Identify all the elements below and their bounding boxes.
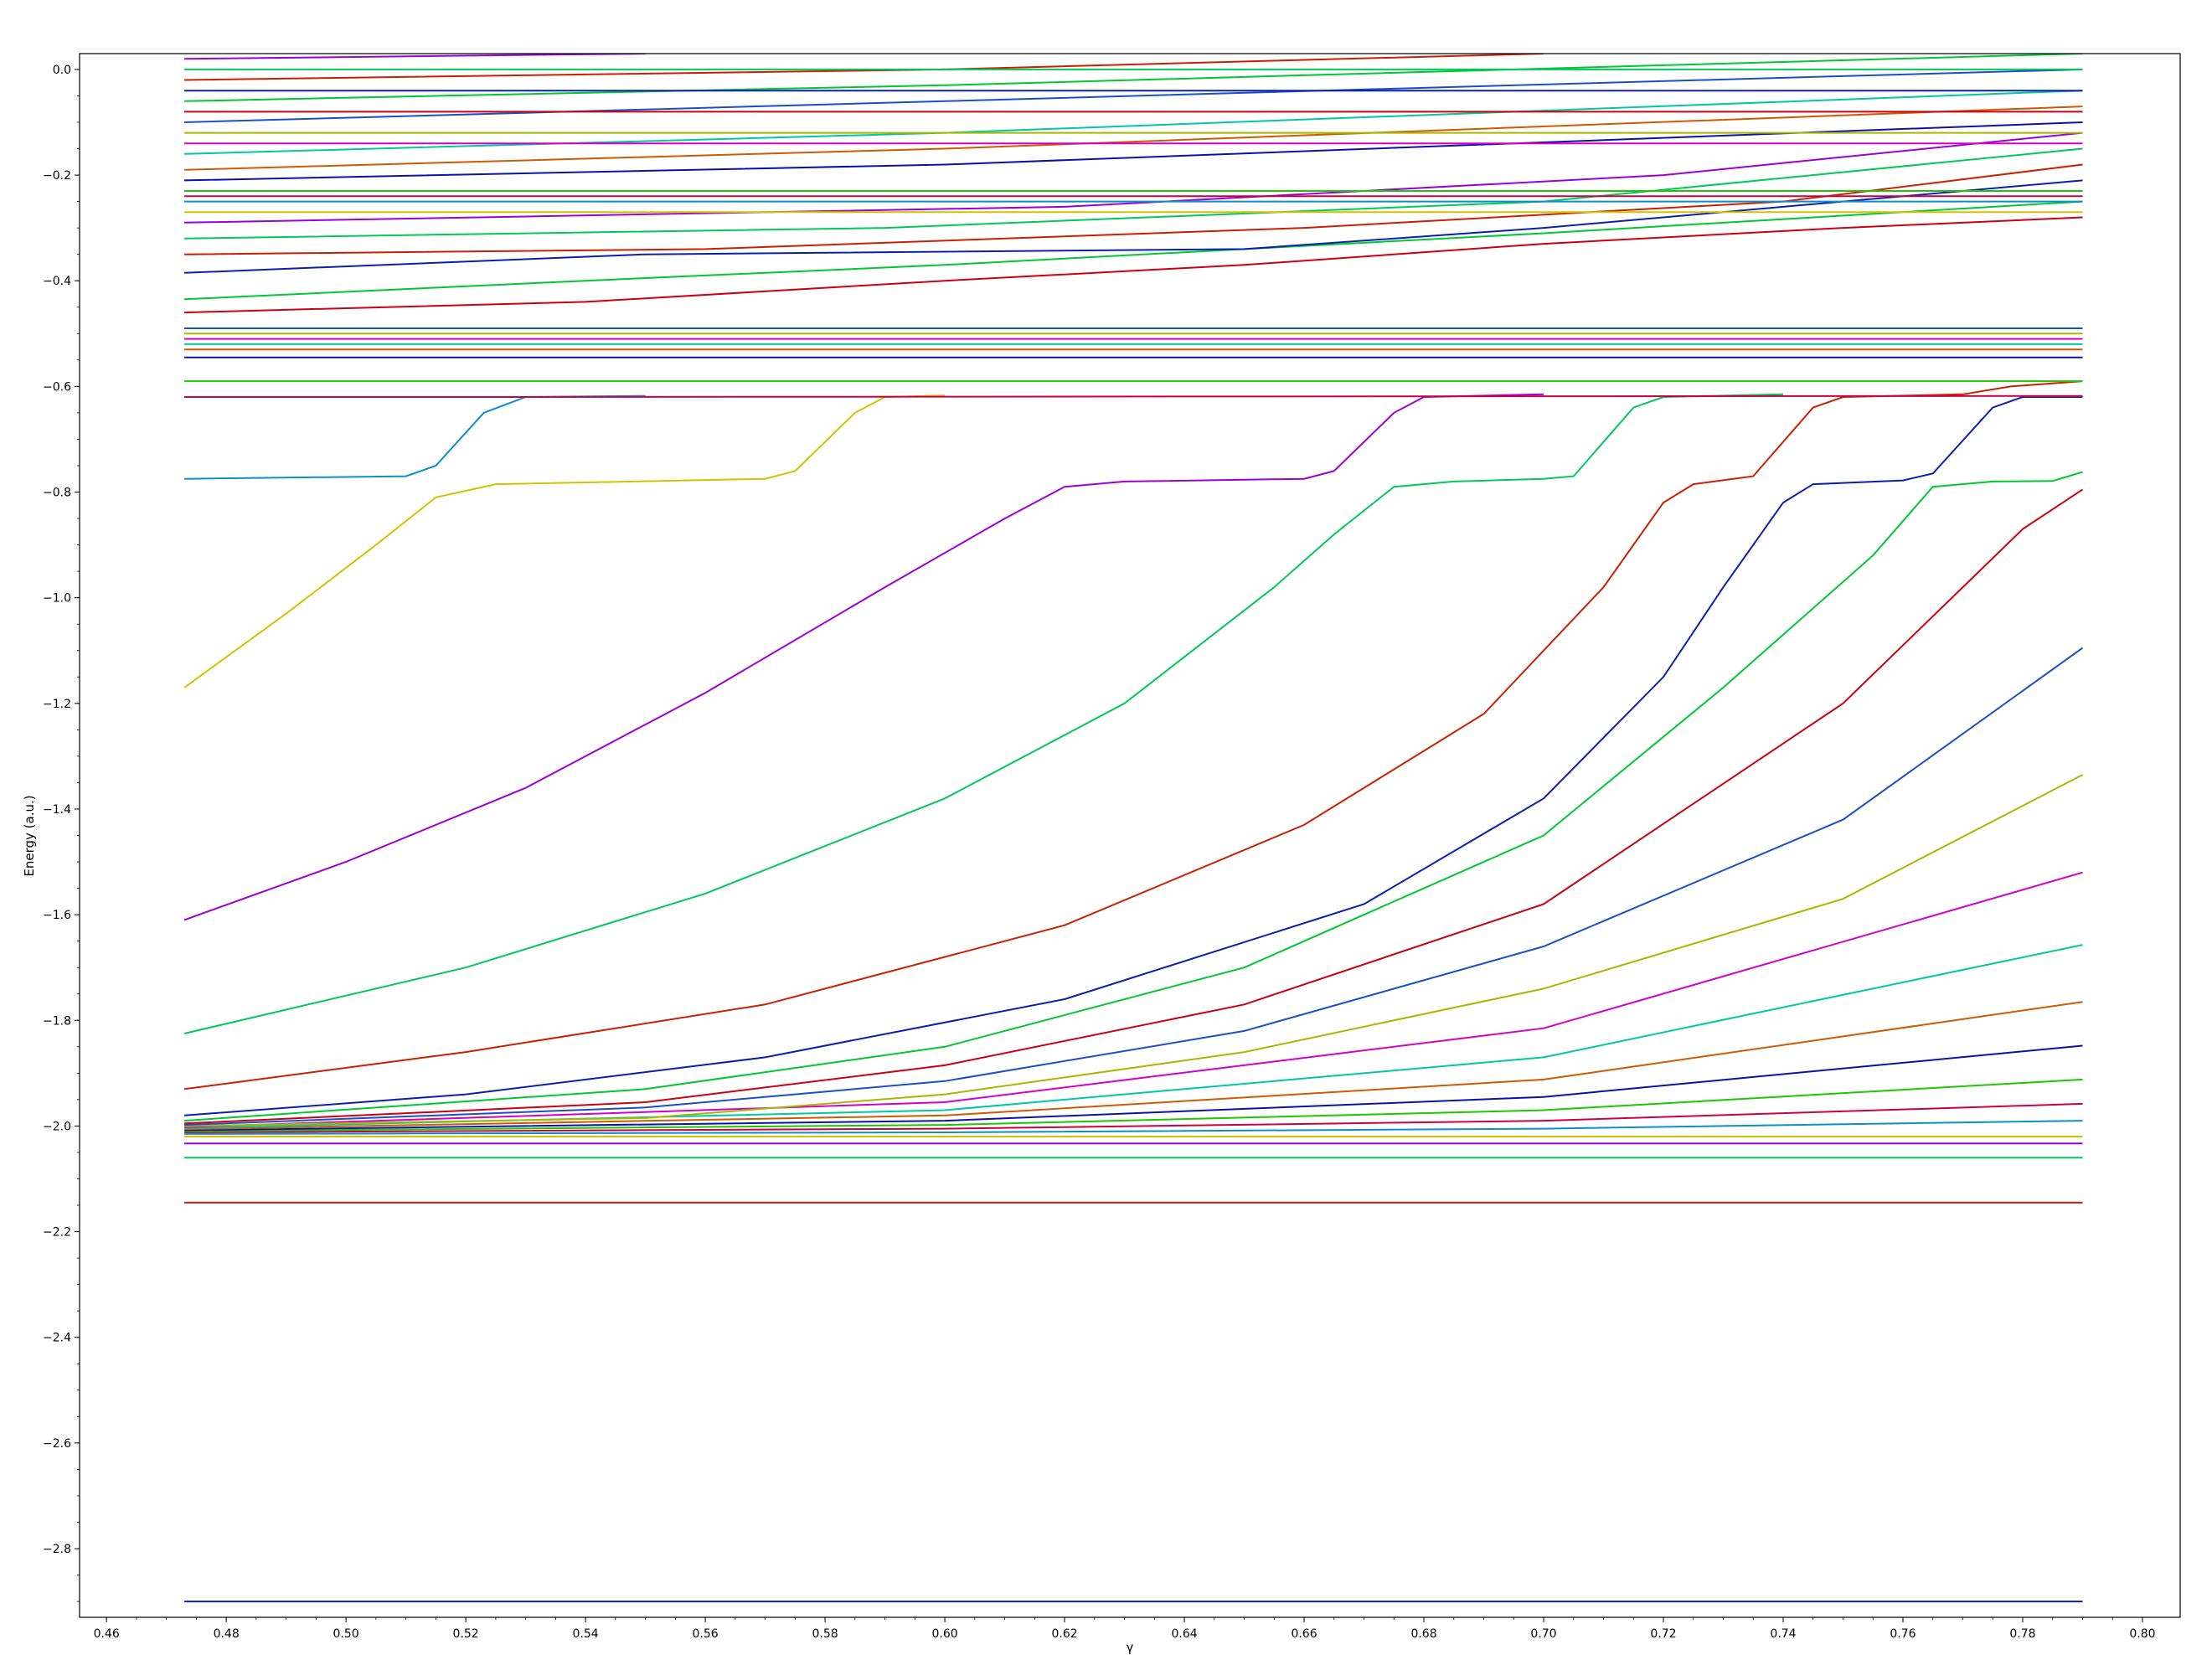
series-line-45 (184, 68, 2083, 123)
series-line-51 (184, 54, 646, 60)
series-line-15 (184, 471, 2083, 1122)
y-tick-label: −0.8 (43, 487, 71, 500)
series-line-31 (184, 200, 2083, 301)
x-tick-label: 0.78 (2009, 1627, 2035, 1641)
y-tick-label: 0.0 (53, 64, 71, 77)
y-axis: 0.0 −0.2 −0.4 −0.6 −0.8 −1.0 −1.2 −1.4 −1.6 −1.8 −… (43, 64, 80, 1602)
y-tick-label: −0.6 (43, 380, 71, 394)
series-line-7 (184, 1078, 2083, 1132)
x-tick-label: 0.50 (333, 1627, 359, 1641)
x-tick-label: 0.56 (693, 1627, 719, 1641)
x-tick-label: 0.66 (1291, 1627, 1317, 1641)
series-line-12 (184, 774, 2083, 1127)
series-line-30 (184, 216, 2083, 314)
x-tick-label: 0.58 (812, 1627, 838, 1641)
series-layer (183, 54, 2084, 1603)
x-tick-label: 0.70 (1530, 1627, 1556, 1641)
series-line-41 (184, 106, 2083, 171)
series-line-22 (184, 394, 2083, 398)
x-axis: 0.46 0.48 0.50 0.52 0.54 0.56 0.58 0.60 0.62 0.64… (94, 1617, 2156, 1641)
series-line-11 (184, 871, 2083, 1128)
series-line-34 (184, 147, 2083, 240)
x-axis-label: γ (1127, 1640, 1134, 1655)
series-line-5 (184, 1120, 2083, 1135)
y-tick-label: −1.8 (43, 1014, 71, 1028)
x-tick-label: 0.48 (214, 1627, 240, 1641)
x-tick-label: 0.76 (1890, 1627, 1916, 1641)
x-tick-label: 0.54 (573, 1627, 599, 1641)
series-line-6 (184, 1102, 2083, 1133)
series-line-47 (184, 54, 2083, 102)
x-tick-label: 0.52 (453, 1627, 479, 1641)
series-line-16 (184, 396, 2083, 1116)
y-tick-label: −2.4 (43, 1332, 71, 1345)
series-line-18 (183, 393, 1784, 1034)
x-tick-label: 0.46 (94, 1627, 120, 1641)
x-tick-label: 0.72 (1650, 1627, 1676, 1641)
series-line-9 (184, 1001, 2083, 1131)
series-line-14 (184, 488, 2084, 1125)
y-axis-label: Energy (a.u.) (22, 795, 37, 876)
x-tick-label: 0.68 (1410, 1627, 1436, 1641)
y-tick-label: −0.4 (43, 275, 71, 288)
series-line-19 (183, 393, 1544, 921)
x-tick-label: 0.62 (1051, 1627, 1077, 1641)
y-tick-label: −1.0 (43, 592, 71, 606)
y-tick-label: −2.0 (43, 1120, 71, 1133)
series-line-40 (184, 121, 2083, 182)
y-tick-label: −2.8 (43, 1543, 71, 1556)
x-tick-label: 0.64 (1171, 1627, 1197, 1641)
y-tick-label: −1.2 (43, 698, 71, 711)
x-tick-label: 0.74 (1770, 1627, 1796, 1641)
y-tick-label: −2.2 (43, 1226, 71, 1240)
series-line-13 (184, 647, 2084, 1127)
y-tick-label: −1.6 (43, 909, 71, 922)
series-line-20 (183, 394, 946, 688)
series-line-33 (184, 163, 2083, 255)
x-tick-label: 0.60 (931, 1627, 957, 1641)
y-tick-label: −2.6 (43, 1437, 71, 1451)
y-tick-label: −1.4 (43, 803, 71, 817)
y-tick-label: −0.2 (43, 169, 71, 183)
series-line-8 (184, 1044, 2083, 1132)
x-tick-label: 0.80 (2129, 1627, 2155, 1641)
